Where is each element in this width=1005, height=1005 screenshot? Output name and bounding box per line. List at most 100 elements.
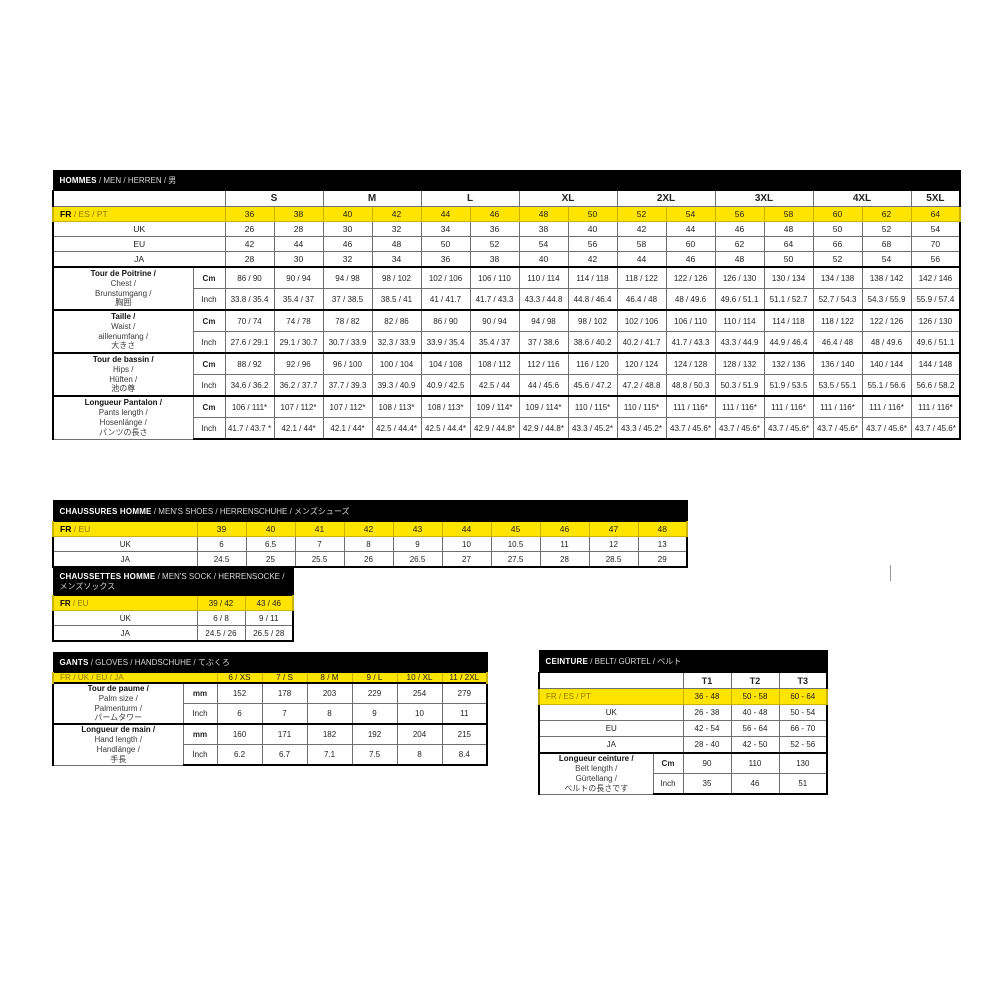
mens-chest-inch: 33.8 / 35.4 xyxy=(224,288,275,311)
mens-hips-inch: 48.8 / 50.3 xyxy=(665,374,716,397)
mens-uk-value: 52 xyxy=(861,221,912,237)
mens-fr-row: FR / ES / PT 36 38 40 42 44 46 48 50 52 … xyxy=(52,206,962,222)
gloves-palm-label-de: Palmenturm / xyxy=(94,703,143,713)
mens-ja-value: 40 xyxy=(518,251,569,268)
shoes-ja-value: 25.5 xyxy=(294,551,345,568)
mens-banner-row: HOMMES / MEN / HERREN / 男 xyxy=(52,170,961,191)
socks-ja-value: 24.5 / 26 xyxy=(196,625,246,642)
gloves-palm-mm: 229 xyxy=(351,682,398,704)
shoes-uk-value: 13 xyxy=(637,536,688,552)
mens-waist-inch: 35.4 / 37 xyxy=(469,331,520,354)
belt-banner: CEINTURE / BELT/ GÜRTEL / ベルト xyxy=(538,650,828,673)
belt-ja-label: JA xyxy=(538,736,684,754)
mens-uk-value: 44 xyxy=(665,221,716,237)
mens-table: HOMMES / MEN / HERREN / 男 S M L XL 2XL 3… xyxy=(52,170,962,440)
mens-chest-inch: 54.3 / 55.9 xyxy=(861,288,912,311)
mens-pants-cm: 109 / 114* xyxy=(518,395,569,418)
mens-pants-cm: 111 / 116* xyxy=(714,395,765,418)
belt-banner-title: CEINTURE xyxy=(545,657,588,666)
shoes-banner-subtitle: / MEN'S SHOES / HERRENSCHUHE / メンズシューズ xyxy=(151,506,350,516)
mens-waist-cm: 126 / 130 xyxy=(910,309,962,332)
shoes-ja-value: 28.5 xyxy=(588,551,639,568)
mens-hips-cm: 120 / 124 xyxy=(616,352,667,375)
mens-hips-label-jp: 池の尊 xyxy=(111,384,136,394)
mens-chest-cm: 126 / 130 xyxy=(714,266,765,289)
mens-banner-title: HOMMES xyxy=(59,176,97,185)
mens-eu-row: EU 42 44 46 48 50 52 54 56 58 60 62 64 6… xyxy=(52,236,962,252)
mens-chest-inch: 35.4 / 37 xyxy=(273,288,324,311)
mens-pants-inch: 42.5 / 44.4* xyxy=(371,417,422,440)
belt-ja-value: 28 - 40 xyxy=(682,736,732,754)
mens-eu-value: 62 xyxy=(714,236,765,252)
mens-hips-cm: 132 / 136 xyxy=(763,352,814,375)
shoes-uk-value: 6 xyxy=(196,536,247,552)
mens-ja-value: 30 xyxy=(273,251,324,268)
gloves-palm-inch: 10 xyxy=(396,703,443,725)
belt-ja-row: JA 28 - 40 42 - 50 52 - 56 xyxy=(538,736,829,754)
mens-eu-value: 48 xyxy=(371,236,422,252)
gloves-fr-value: 8 / M xyxy=(306,672,353,684)
gloves-hand-inch: 7.5 xyxy=(351,744,398,766)
shoes-ja-value: 29 xyxy=(637,551,688,568)
belt-size-t2: T2 xyxy=(730,672,780,689)
mens-hips-inch: 42.5 / 44 xyxy=(469,374,520,397)
mens-uk-value: 48 xyxy=(763,221,814,237)
mens-waist-cm: 78 / 82 xyxy=(322,309,373,332)
gloves-hand-label-de: Handlänge / xyxy=(96,744,140,754)
shoes-banner-title: CHAUSSURES HOMME xyxy=(59,506,152,516)
mens-uk-value: 38 xyxy=(518,221,569,237)
belt-fr-label-light: / ES / PT xyxy=(556,692,591,701)
socks-table: CHAUSSETTES HOMME / MEN'S SOCK / HERRENS… xyxy=(52,568,295,642)
belt-uk-value: 40 - 48 xyxy=(730,704,780,721)
mens-ja-value: 46 xyxy=(665,251,716,268)
mens-pants-cm: 111 / 116* xyxy=(763,395,814,418)
mens-eu-value: 42 xyxy=(224,236,275,252)
mens-banner-subtitle: / MEN / HERREN / 男 xyxy=(96,176,177,185)
belt-uk-label: UK xyxy=(538,704,684,721)
belt-banner-row: CEINTURE / BELT/ GÜRTEL / ベルト xyxy=(538,650,828,673)
belt-length-cm: 130 xyxy=(778,752,829,774)
mens-fr-value: 46 xyxy=(469,206,520,222)
gloves-banner: GANTS / GLOVES / HANDSCHUHE / てぶくろ xyxy=(52,652,488,673)
mens-waist-cm: 110 / 114 xyxy=(714,309,765,332)
mens-chest-cm: 122 / 126 xyxy=(665,266,716,289)
shoes-fr-value: 40 xyxy=(245,521,296,537)
gloves-fr-value: 9 / L xyxy=(351,672,398,684)
belt-eu-value: 66 - 70 xyxy=(778,720,829,737)
shoes-uk-value: 10 xyxy=(441,536,492,552)
belt-eu-row: EU 42 - 54 56 - 64 66 - 70 xyxy=(538,720,829,737)
shoes-fr-value: 44 xyxy=(441,521,492,537)
mens-waist-inch: 32.3 / 33.9 xyxy=(371,331,422,354)
belt-fr-label: FR / ES / PT xyxy=(538,688,684,705)
mens-pants-inch: 43.7 / 45.6* xyxy=(910,417,962,440)
belt-fr-value: 60 - 64 xyxy=(778,688,829,705)
belt-length-unit-inch: Inch xyxy=(652,773,684,795)
shoes-uk-value: 9 xyxy=(392,536,443,552)
shoes-fr-value: 42 xyxy=(343,521,394,537)
mens-hips-inch: 51.9 / 53.5 xyxy=(763,374,814,397)
mens-socks-chart: CHAUSSETTES HOMME / MEN'S SOCK / HERRENS… xyxy=(52,568,295,642)
mens-chest-cm: 130 / 134 xyxy=(763,266,814,289)
gloves-hand-label: Longueur de main / Hand length / Handlän… xyxy=(52,723,184,766)
socks-uk-label: UK xyxy=(52,610,198,626)
shoes-fr-value: 46 xyxy=(539,521,590,537)
mens-pants-inch-row: Inch 41.7 / 43.7 * 42.1 / 44* 42.1 / 44*… xyxy=(53,417,962,440)
gloves-hand-mm: 182 xyxy=(306,723,353,745)
gloves-fr-label-strong: FR xyxy=(60,673,71,682)
shoes-fr-value: 47 xyxy=(588,521,639,537)
shoes-table: CHAUSSURES HOMME / MEN'S SHOES / HERRENS… xyxy=(52,500,688,568)
mens-waist-inch: 41.7 / 43.3 xyxy=(665,331,716,354)
mens-waist-inch: 27.6 / 29.1 xyxy=(224,331,275,354)
mens-waist-label-fr: Taille / xyxy=(111,312,136,321)
mens-waist-cm: 106 / 110 xyxy=(665,309,716,332)
mens-eu-value: 70 xyxy=(910,236,962,252)
shoes-uk-value: 8 xyxy=(343,536,394,552)
mens-eu-value: 66 xyxy=(812,236,863,252)
gloves-hand-label-en: Hand length / xyxy=(94,735,143,744)
gloves-fr-row: FR / UK / EU / JA 6 / XS 7 / S 8 / M 9 /… xyxy=(52,672,489,684)
shoes-banner: CHAUSSURES HOMME / MEN'S SHOES / HERRENS… xyxy=(52,500,688,522)
mens-eu-value: 56 xyxy=(567,236,618,252)
mens-waist-label-en: Waist / xyxy=(111,321,136,331)
mens-waist-inch: 38.6 / 40.2 xyxy=(567,331,618,354)
gloves-hand-inch-row: Inch 6.2 6.7 7.1 7.5 8 8.4 xyxy=(53,744,489,766)
